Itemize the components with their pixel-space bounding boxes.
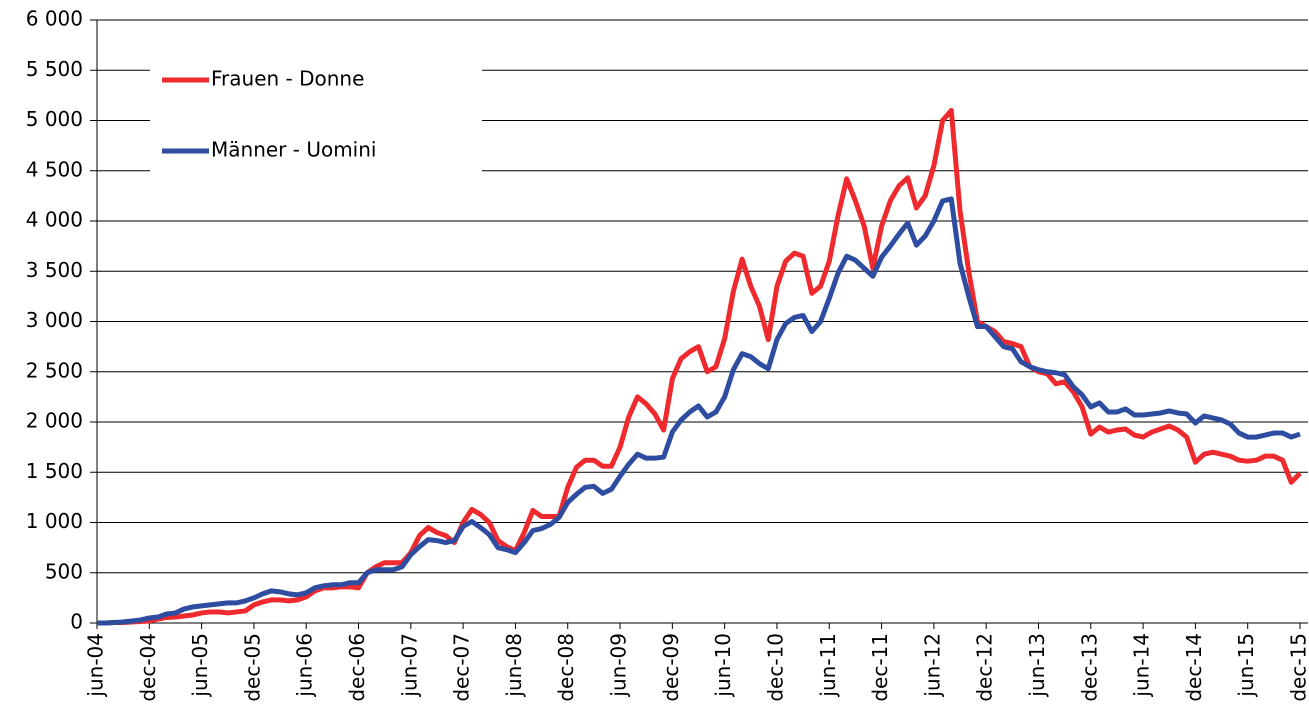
x-tick-label: dec-11 bbox=[868, 633, 892, 702]
legend-box bbox=[150, 45, 482, 180]
x-tick-label: jun-08 bbox=[502, 633, 526, 698]
x-tick-label: dec-07 bbox=[450, 633, 474, 702]
line-series bbox=[97, 107, 1302, 626]
line-series bbox=[97, 196, 1301, 626]
y-tick-label: 4 500 bbox=[26, 157, 83, 181]
y-tick-label: 5 500 bbox=[26, 57, 83, 81]
y-tick-label: 1 000 bbox=[26, 509, 83, 533]
x-tick-label: dec-14 bbox=[1182, 633, 1206, 702]
x-tick-label: dec-05 bbox=[240, 633, 264, 702]
x-tick-label: dec-06 bbox=[345, 633, 369, 702]
x-tick-label: jun-04 bbox=[84, 633, 108, 698]
x-tick-label: dec-15 bbox=[1287, 633, 1309, 702]
y-tick-label: 2 500 bbox=[26, 358, 83, 382]
x-tick-label: jun-13 bbox=[1025, 633, 1049, 698]
x-tick-label: dec-10 bbox=[763, 633, 787, 702]
x-tick-label: jun-14 bbox=[1130, 633, 1154, 698]
legend-label: Frauen - Donne bbox=[211, 67, 364, 91]
x-tick-label: dec-12 bbox=[973, 633, 997, 702]
y-tick-label: 500 bbox=[45, 559, 83, 583]
y-tick-label: 5 000 bbox=[26, 107, 83, 131]
y-tick-label: 3 000 bbox=[26, 308, 83, 332]
y-tick-label: 6 000 bbox=[26, 7, 83, 31]
x-tick-label: jun-15 bbox=[1234, 633, 1258, 698]
x-tick-label: jun-11 bbox=[816, 633, 840, 698]
x-tick-label: dec-08 bbox=[554, 633, 578, 702]
x-tick-label: dec-09 bbox=[659, 633, 683, 702]
x-tick-label: dec-13 bbox=[1077, 633, 1101, 702]
x-tick-label: dec-04 bbox=[136, 633, 160, 702]
y-tick-label: 3 500 bbox=[26, 258, 83, 282]
x-tick-label: jun-09 bbox=[607, 633, 631, 698]
y-tick-label: 2 000 bbox=[26, 409, 83, 433]
y-tick-label: 4 000 bbox=[26, 208, 83, 232]
x-tick-label: jun-10 bbox=[711, 633, 735, 698]
y-tick-label: 0 bbox=[70, 610, 83, 634]
x-tick-label: jun-07 bbox=[397, 633, 421, 698]
x-tick-label: jun-05 bbox=[188, 633, 212, 698]
x-tick-label: jun-12 bbox=[920, 633, 944, 698]
y-tick-label: 1 500 bbox=[26, 459, 83, 483]
x-tick-label: jun-06 bbox=[293, 633, 317, 698]
legend-label: Männer - Uomini bbox=[211, 138, 376, 162]
